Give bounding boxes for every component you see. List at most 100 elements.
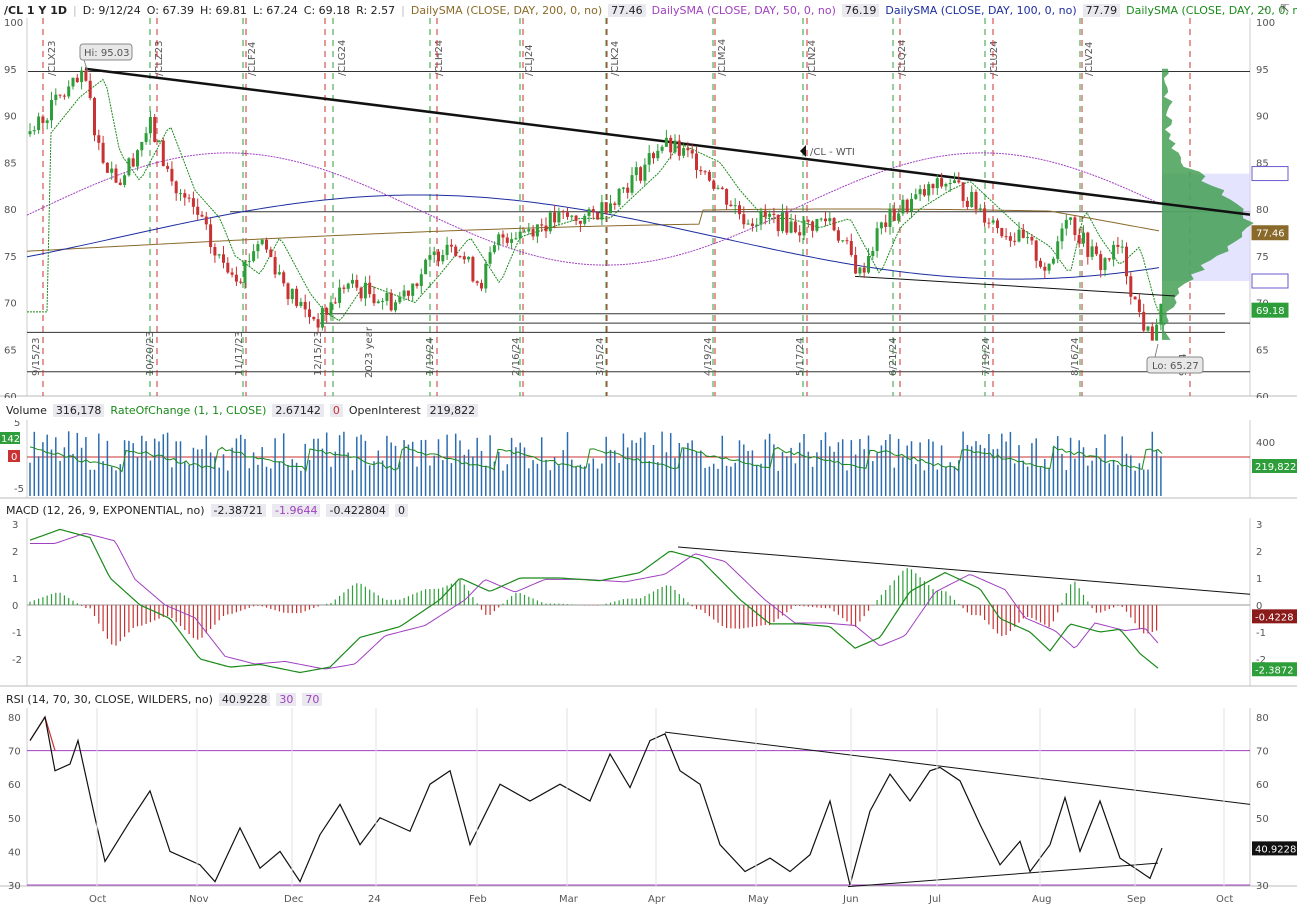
candle-body xyxy=(1133,296,1137,300)
candle-body xyxy=(1077,234,1081,244)
sma50-label[interactable]: DailySMA (CLOSE, DAY, 50, 0, no) xyxy=(651,3,836,17)
candle-body xyxy=(811,221,815,231)
candle-body xyxy=(892,208,896,221)
macd-right-axis-label: -2 xyxy=(1256,655,1266,666)
candle-body xyxy=(669,137,673,153)
candle-body xyxy=(501,234,505,238)
expand-icon[interactable]: ⇱ xyxy=(1280,2,1290,15)
macd-label[interactable]: MACD (12, 26, 9, EXPONENTIAL, no) xyxy=(6,503,205,517)
candle-body xyxy=(806,220,810,222)
trend-label: /CL - WTI xyxy=(810,147,855,158)
candle-body xyxy=(639,167,643,181)
candle-body xyxy=(441,255,445,262)
candle-body xyxy=(58,94,62,96)
candle-body xyxy=(531,229,535,237)
lo-callout: Lo: 65.27 xyxy=(1146,343,1204,374)
candle-body xyxy=(996,220,999,228)
candle-body xyxy=(148,117,152,134)
sma100-value: 77.79 xyxy=(1082,3,1121,17)
candle-body xyxy=(591,209,595,213)
rsi-tag-box xyxy=(1252,841,1297,856)
price-axis-left-label: 75 xyxy=(4,252,17,263)
candle-body xyxy=(634,167,638,176)
macd-line xyxy=(29,528,1159,674)
symbol-label[interactable]: /CL 1 Y 1D xyxy=(4,3,67,17)
macd-chart[interactable]: 3 3 2 2 1 1 0 0 -1 -1 -2 -2 -0.4228 -2.3872 xyxy=(0,518,1297,688)
rsi-chart[interactable]: 80807070606050504040303040.9228OctNovDec… xyxy=(0,708,1297,908)
candle-body xyxy=(406,290,410,296)
sma200-label[interactable]: DailySMA (CLOSE, DAY, 200, 0, no) xyxy=(410,3,603,17)
candle-body xyxy=(505,237,509,243)
candle-body xyxy=(652,153,655,159)
volume-chart[interactable]: 50-54002001420219,822 xyxy=(0,420,1297,500)
candle-body xyxy=(514,238,518,240)
minimize-icon[interactable]: – xyxy=(1262,2,1268,15)
oi-label[interactable]: OpenInterest xyxy=(348,403,421,417)
candle-body xyxy=(626,187,630,193)
rsi-label[interactable]: RSI (14, 70, 30, CLOSE, WILDERS, no) xyxy=(6,692,213,706)
candle-body xyxy=(733,205,737,207)
candle-body xyxy=(596,212,600,220)
candle-body xyxy=(174,181,178,194)
candle-body xyxy=(574,215,578,221)
expiry-date-label: 5/17/24 xyxy=(795,337,806,376)
candle-body xyxy=(510,239,514,243)
candle-body xyxy=(131,158,135,167)
candle-body xyxy=(763,210,767,217)
candle-body xyxy=(308,309,311,318)
candle-body xyxy=(80,70,84,83)
candle-body xyxy=(553,212,557,223)
volume-value: 316,178 xyxy=(52,403,105,417)
candle-body xyxy=(673,140,677,153)
candle-body xyxy=(1030,237,1034,241)
rsi-overbought-value: 70 xyxy=(302,692,323,706)
candle-body xyxy=(32,130,36,132)
roc-zero-tag-text: 0 xyxy=(11,452,17,463)
rsi-right-axis-label: 30 xyxy=(1256,881,1269,892)
candle-body xyxy=(600,202,604,220)
macd-right-axis-label: 0 xyxy=(1256,601,1262,612)
hi-callout: Hi: 95.03 xyxy=(79,43,133,73)
candle-body xyxy=(492,245,496,253)
candle-body xyxy=(849,240,853,255)
sma200-value: 77.46 xyxy=(608,3,646,17)
candle-body xyxy=(759,210,763,225)
candle-body xyxy=(1064,219,1068,229)
price-axis-right-label: 85 xyxy=(1256,158,1269,169)
sma100-label[interactable]: DailySMA (CLOSE, DAY, 100, 0, no) xyxy=(885,3,1077,17)
candle-body xyxy=(720,187,724,190)
oi-tag-box xyxy=(1252,459,1297,473)
price-tag-box xyxy=(1251,166,1289,182)
candle-body xyxy=(755,224,759,227)
candle-body xyxy=(265,239,268,250)
candle-body xyxy=(987,222,991,224)
contract-label: /CLF24 xyxy=(247,42,258,76)
candle-body xyxy=(419,274,423,287)
candle-body xyxy=(609,203,612,214)
candle-body xyxy=(114,168,118,183)
candle-body xyxy=(677,140,681,156)
rsi-left-axis-label: 70 xyxy=(8,747,21,758)
candle-body xyxy=(768,213,772,217)
candle-body xyxy=(1142,311,1146,331)
candle-body xyxy=(583,215,587,224)
candle-body xyxy=(983,208,987,223)
candle-body xyxy=(1073,217,1077,235)
candle-body xyxy=(252,251,256,262)
contract-label: /CLZ23 xyxy=(154,41,165,77)
rsi-line xyxy=(29,715,1163,886)
roc-label[interactable]: RateOfChange (1, 1, CLOSE) xyxy=(110,403,267,417)
macd-header: MACD (12, 26, 9, EXPONENTIAL, no) -2.387… xyxy=(0,500,1250,520)
macd-hist-tag-text: -0.4228 xyxy=(1255,612,1294,623)
candle-body xyxy=(824,218,827,222)
volume-label[interactable]: Volume xyxy=(6,403,47,417)
candle-body xyxy=(978,208,982,210)
candle-body xyxy=(363,282,367,299)
candle-body xyxy=(269,249,273,258)
price-chart[interactable]: 10010095959090858580807575707065656060 /… xyxy=(0,18,1297,398)
time-axis-label: Oct xyxy=(89,894,106,905)
candle-body xyxy=(325,308,329,315)
sma20-label[interactable]: DailySMA (CLOSE, DAY, 20, 0, no) xyxy=(1126,3,1297,17)
candle-body xyxy=(1137,299,1141,312)
candle-body xyxy=(1155,324,1159,341)
